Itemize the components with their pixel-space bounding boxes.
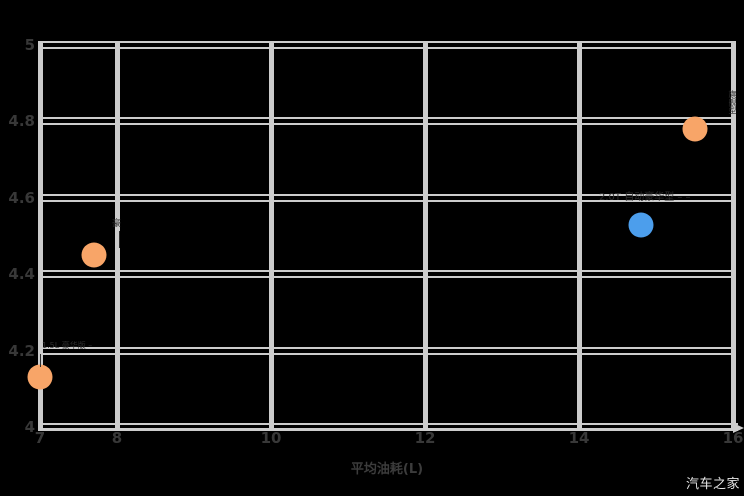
data-point-label: 2.0T 自动豪华型 – – bbox=[599, 192, 691, 203]
data-point-label: 旗舰型 bbox=[728, 90, 737, 114]
data-point-orange[interactable] bbox=[81, 242, 107, 268]
x-axis-arrow-icon bbox=[733, 423, 744, 433]
data-point-orange[interactable] bbox=[27, 364, 53, 390]
y-tick-label: 4 bbox=[24, 418, 35, 436]
x-tick-label: 10 bbox=[260, 429, 282, 447]
gridline-vertical bbox=[114, 41, 120, 431]
data-point-blue[interactable] bbox=[628, 212, 654, 238]
label-leader-line bbox=[119, 231, 120, 248]
y-tick-label: 4.8 bbox=[8, 112, 35, 131]
data-point-label: 1.5L 豪华版 – bbox=[42, 341, 93, 350]
x-tick-label: 16 bbox=[722, 429, 744, 447]
x-tick-label: 12 bbox=[414, 429, 436, 447]
gridline-horizontal bbox=[38, 270, 735, 279]
y-tick-label: 4.6 bbox=[8, 188, 35, 207]
gridline-vertical bbox=[422, 41, 428, 431]
y-tick-label: 5 bbox=[24, 36, 35, 54]
data-point-label: 豪 bbox=[112, 219, 122, 229]
gridline-horizontal bbox=[38, 117, 735, 126]
gridline-horizontal bbox=[38, 423, 738, 431]
gridline-vertical bbox=[730, 41, 736, 431]
gridline-horizontal bbox=[38, 41, 735, 49]
gridline-vertical bbox=[576, 41, 582, 431]
gridline-vertical bbox=[268, 41, 274, 431]
gridline-horizontal bbox=[38, 346, 735, 355]
gridline-horizontal bbox=[38, 193, 735, 202]
x-tick-label: 14 bbox=[568, 429, 590, 447]
y-tick-label: 4.2 bbox=[8, 341, 35, 360]
gridline-vertical bbox=[37, 41, 43, 431]
x-tick-label: 8 bbox=[111, 429, 123, 447]
y-tick-label: 4.4 bbox=[8, 265, 35, 284]
x-tick-label: 7 bbox=[34, 429, 46, 447]
label-leader-line bbox=[40, 354, 41, 367]
x-axis-title: 平均油耗(L) bbox=[350, 462, 424, 477]
autohome-watermark: 汽车之家 bbox=[685, 477, 740, 492]
data-point-orange[interactable] bbox=[682, 116, 707, 142]
